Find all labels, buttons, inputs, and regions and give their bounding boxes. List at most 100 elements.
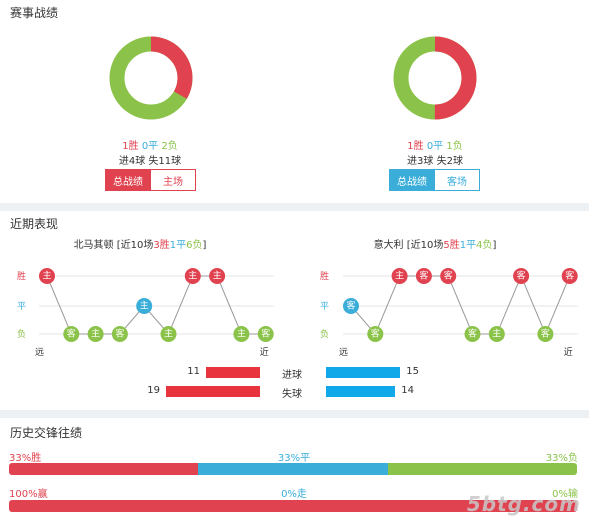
right-team-form-header: 意大利 [近10场5胜1平4负] [335, 236, 535, 251]
left-tab-home[interactable]: 主场 [150, 169, 196, 191]
right-match-marker [367, 326, 384, 342]
donut-win-segment [393, 36, 477, 120]
conceded-label: 失球 [282, 389, 302, 400]
head-to-head-panel: 历史交锋往绩 33%胜 33%平 33%负 100%赢 0%走 0%输 5btg… [0, 418, 589, 518]
right-match-marker [513, 268, 530, 284]
left-y-label-D: 平 [17, 301, 26, 312]
right-match-marker [464, 326, 481, 342]
recent-form-panel: 近期表现 北马其顿 [近10场3胜1平6负] 意大利 [近10场5胜1平4负] … [0, 211, 589, 410]
left-y-label-L: 负 [17, 328, 26, 340]
left-match-venue: 主 [213, 270, 222, 282]
h2h-draw-pct: 33%平 [277, 453, 311, 464]
right-match-venue: 主 [492, 328, 501, 340]
right-match-venue: 客 [541, 328, 550, 340]
left-match-venue: 客 [67, 328, 76, 340]
left-form-losses: 6负 [186, 240, 203, 251]
right-match-marker [391, 268, 408, 284]
right-form-losses: 4负 [476, 240, 493, 251]
left-loss-count: 2负 [161, 141, 178, 152]
left-team-form-header: 北马其顿 [近10场3胜1平6负] [40, 236, 240, 251]
right-form-wins: 5胜 [443, 240, 460, 251]
right-match-venue: 客 [346, 300, 355, 312]
left-match-marker [39, 268, 55, 284]
h2h-win-pct: 33%胜 [9, 453, 42, 464]
left-match-venue: 主 [237, 328, 246, 340]
left-match-marker [209, 268, 226, 284]
right-match-marker [440, 268, 457, 284]
left-form-draws: 1平 [169, 240, 187, 251]
site-watermark: 5btg.com [466, 492, 581, 516]
left-form-prefix: [近10场 [116, 240, 154, 251]
left-form-suffix: ] [202, 240, 207, 251]
h2h-handicap-win-segment [9, 500, 577, 512]
right-match-marker [343, 298, 359, 314]
right-form-draws: 1平 [459, 240, 477, 251]
left-draw-count: 0平 [141, 141, 159, 152]
left-match-venue: 主 [164, 328, 173, 340]
left-scored-bar [205, 367, 260, 378]
right-conceded-bar [326, 386, 396, 397]
right-tab-overall[interactable]: 总战绩 [389, 169, 435, 191]
right-conceded-value: 14 [401, 385, 414, 396]
left-match-venue: 主 [42, 270, 51, 282]
left-form-wins: 3胜 [153, 240, 170, 251]
scored-label: 进球 [282, 370, 302, 381]
right-tab-away[interactable]: 客场 [434, 169, 480, 191]
left-y-label-W: 胜 [17, 271, 26, 282]
recent-form-chart: 胜平负主客主客主主主 主主 客远 近胜平负客客主客客客 主客客客远近 [17, 268, 578, 358]
h2h-handicap-push-pct: 0%走 [281, 489, 307, 500]
left-match-marker [184, 268, 201, 284]
right-match-venue: 客 [517, 270, 526, 282]
season-record-title: 赛事战绩 [10, 6, 59, 20]
h2h-loss-segment [387, 463, 577, 475]
right-y-label-W: 胜 [320, 271, 329, 282]
h2h-handicap-bar [9, 500, 577, 512]
left-match-marker [136, 298, 153, 314]
left-match-marker [63, 326, 80, 342]
left-form-line [46, 275, 266, 335]
h2h-draw-segment [198, 463, 388, 475]
right-form-prefix: [近10场 [406, 240, 444, 251]
right-y-label-D: 平 [320, 301, 329, 312]
left-conceded-value: 19 [147, 385, 160, 396]
right-x-label-near: 近 [564, 346, 573, 358]
left-goals-summary: 进4球 失11球 [118, 156, 182, 167]
left-match-marker [233, 326, 250, 342]
right-match-marker [415, 268, 432, 284]
right-record-summary: 1胜 0平 1负 [375, 137, 495, 152]
right-form-line [350, 274, 571, 336]
right-y-label-L: 负 [320, 328, 329, 340]
left-match-marker [111, 326, 128, 342]
right-loss-count: 1负 [446, 141, 463, 152]
right-team-name: 意大利 [373, 240, 404, 251]
left-match-marker [160, 326, 177, 342]
right-scored-bar [326, 367, 401, 378]
left-match-venue: 主 [91, 328, 100, 340]
recent-form-title: 近期表现 [10, 217, 59, 231]
donut-win-segment [109, 36, 193, 120]
left-x-label-near: 近 [260, 346, 269, 358]
right-match-venue: 客 [371, 328, 380, 340]
right-match-venue: 主 [395, 270, 404, 282]
left-team-name: 北马其顿 [73, 240, 114, 251]
left-match-venue: 主 [188, 270, 197, 282]
right-record-donut [393, 36, 477, 120]
h2h-handicap-win-pct: 100%赢 [9, 489, 48, 500]
right-scored-value: 15 [406, 366, 419, 377]
left-match-venue: 客 [261, 328, 270, 340]
left-record-summary: 1胜 0平 2负 [90, 137, 210, 152]
left-scored-value: 11 [187, 366, 200, 377]
right-form-suffix: ] [492, 240, 497, 251]
left-match-venue: 主 [140, 300, 149, 312]
left-x-label-far: 远 [35, 347, 44, 358]
right-match-venue: 客 [468, 328, 477, 340]
right-match-venue: 客 [419, 270, 428, 282]
left-match-venue: 客 [115, 328, 124, 340]
right-match-marker [537, 326, 554, 342]
h2h-handicap-loss-pct: 0%输 [552, 489, 578, 500]
h2h-result-bar [9, 463, 577, 475]
head-to-head-title: 历史交锋往绩 [10, 426, 83, 440]
right-win-count: 1胜 [407, 141, 424, 152]
right-x-label-far: 远 [339, 347, 348, 358]
left-tab-overall[interactable]: 总战绩 [105, 169, 151, 191]
